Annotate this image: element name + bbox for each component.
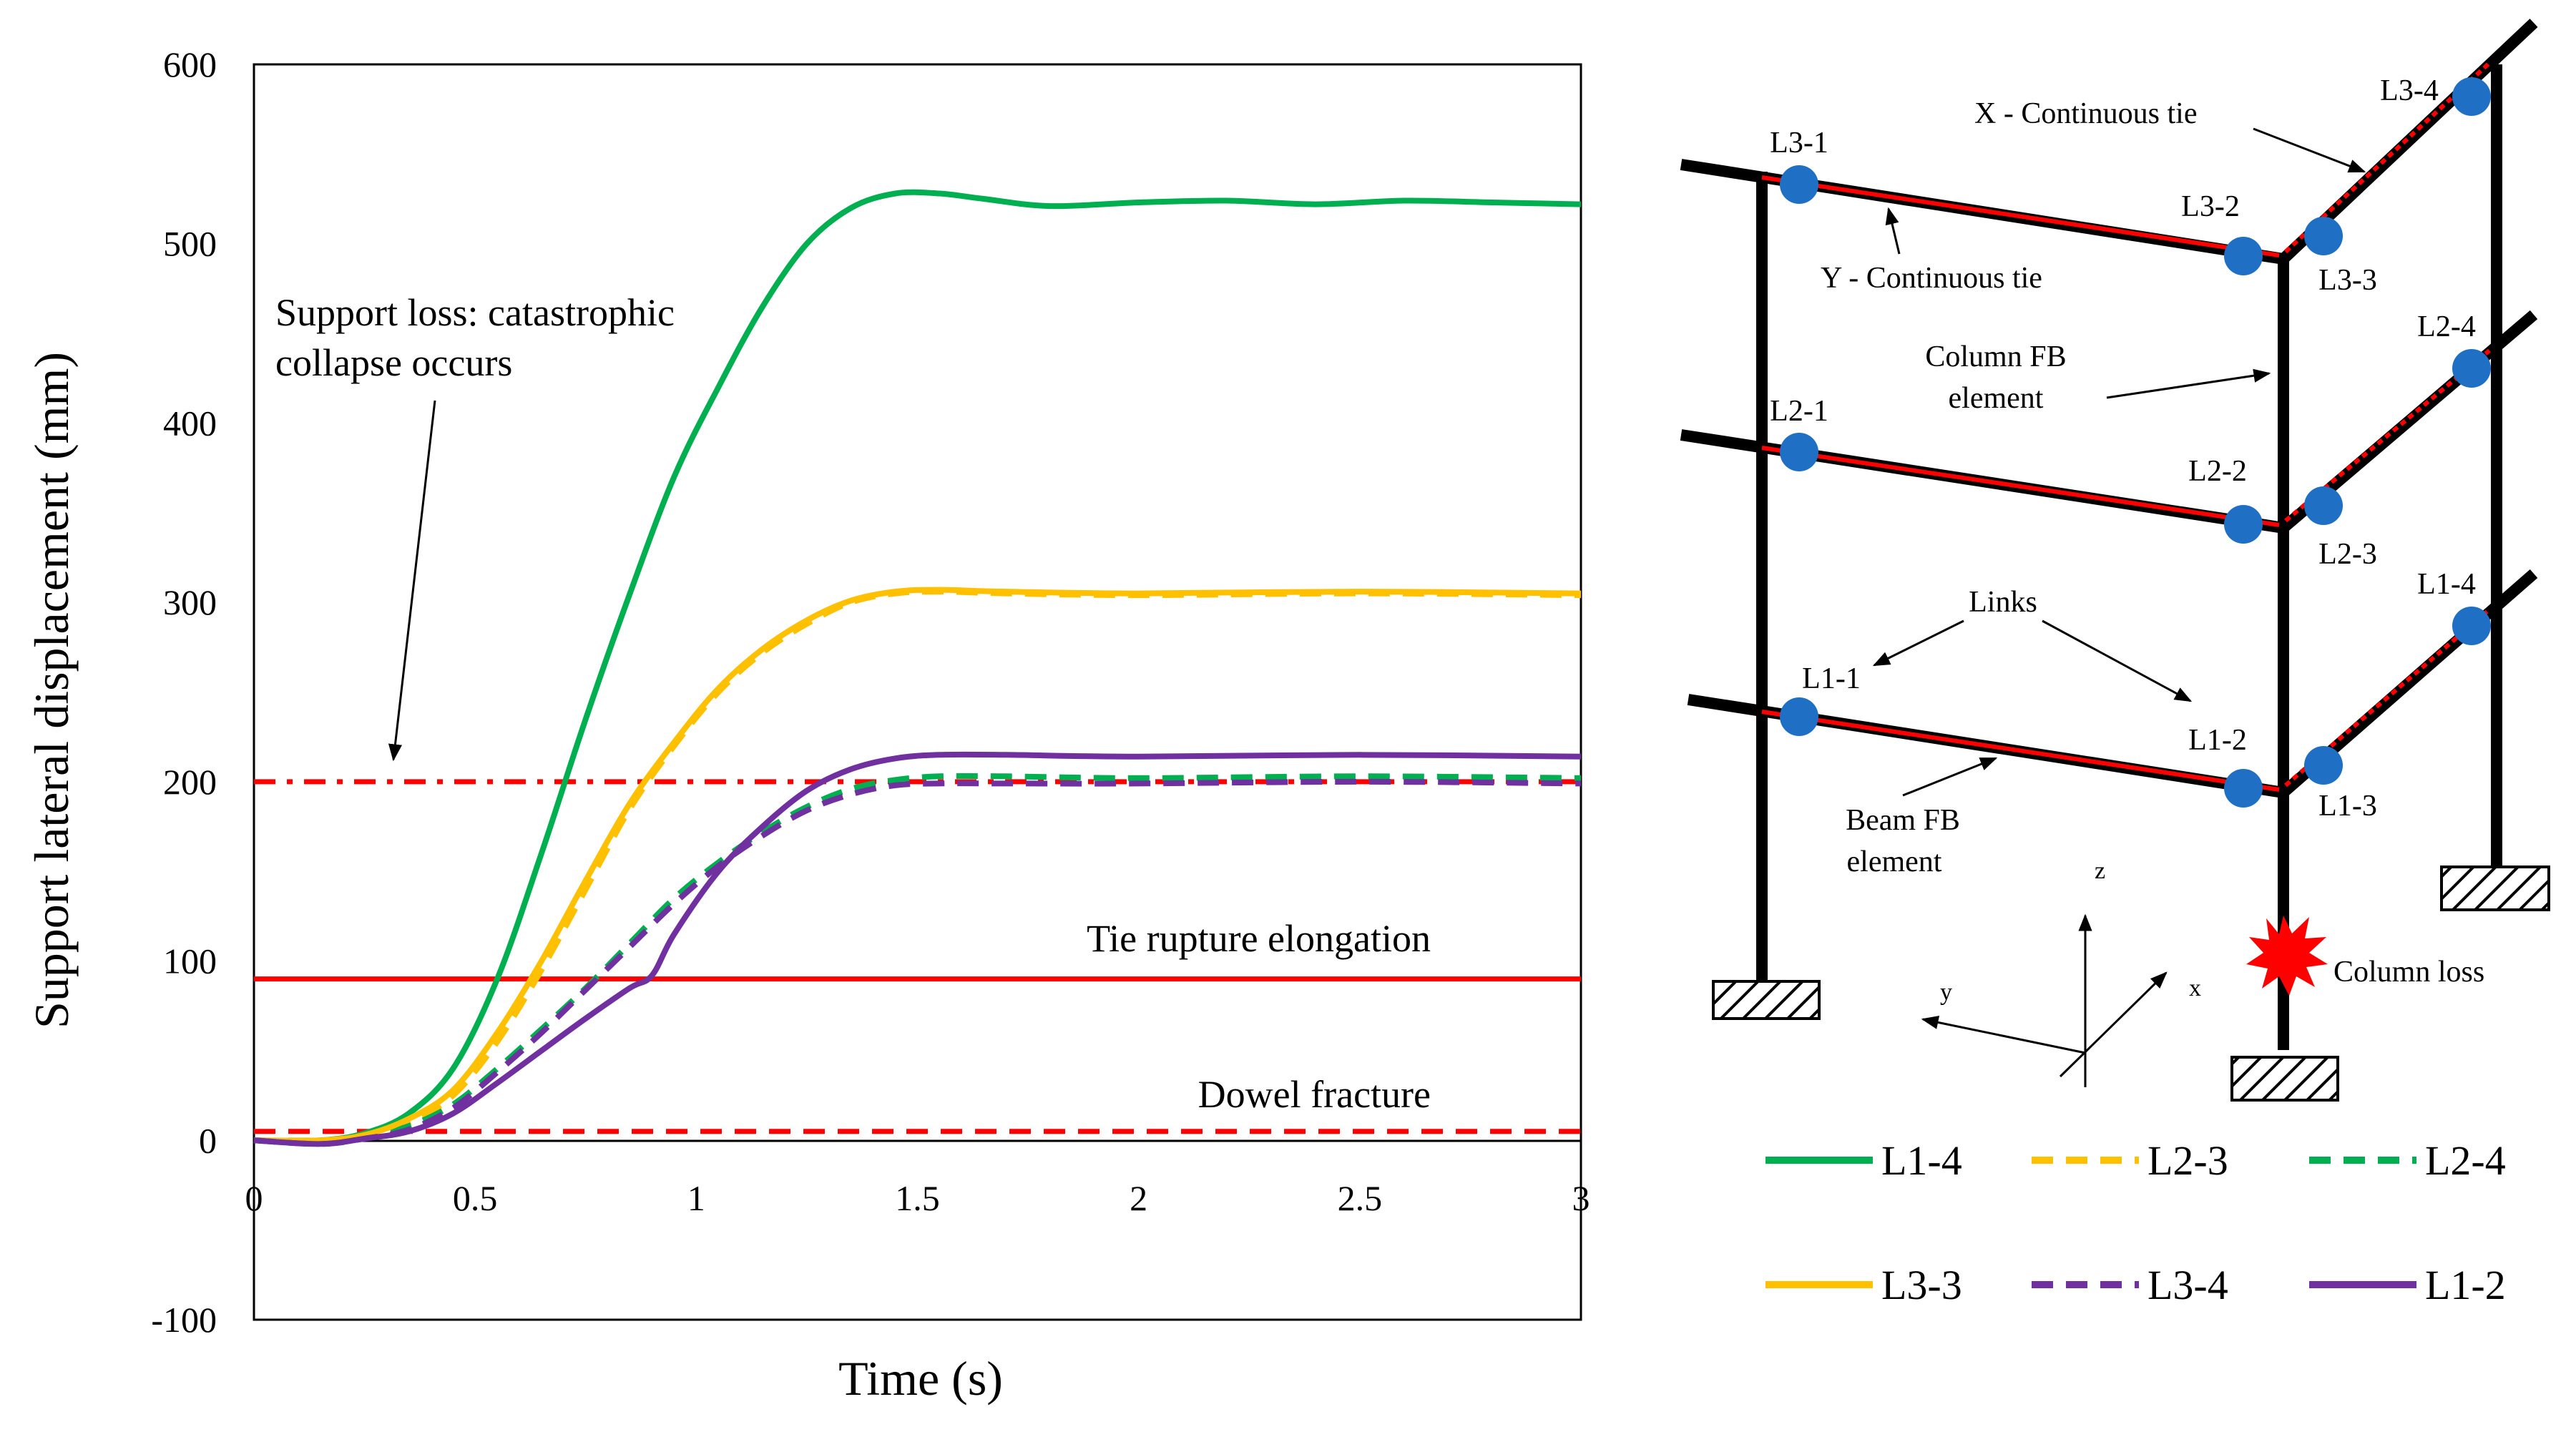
right-support xyxy=(2440,865,2550,911)
y-tie-arrow xyxy=(1885,207,1901,255)
node-L2-4 xyxy=(2452,349,2491,388)
series-line-L1-4 xyxy=(253,189,1582,1144)
tie-rupture-annotation: Tie rupture elongation xyxy=(1087,917,1431,960)
axis-x-label: x xyxy=(2189,975,2201,1001)
y-tick-label: 300 xyxy=(163,582,217,622)
left-support xyxy=(1712,980,1821,1020)
support-loss-annotation-line2: collapse occurs xyxy=(275,341,512,384)
series-line-L2-3 xyxy=(253,589,1582,1144)
column-fb-label-line2: element xyxy=(1949,382,2044,415)
x-tick-label: 0 xyxy=(245,1178,263,1218)
node-L1-4 xyxy=(2452,607,2491,645)
beam-fb-label-line2: element xyxy=(1847,845,1942,878)
y-tie-label: Y - Continuous tie xyxy=(1821,262,2042,295)
column-fb-label-line1: Column FB xyxy=(1925,340,2066,373)
node-label-L2-2: L2-2 xyxy=(2188,455,2247,488)
node-label-L2-4: L2-4 xyxy=(2417,310,2476,343)
node-L1-2 xyxy=(2224,769,2263,808)
legend-label-L2-4: L2-4 xyxy=(2425,1137,2506,1184)
y-axis-arrow xyxy=(1921,1015,2086,1054)
legend-label-L2-3: L2-3 xyxy=(2148,1137,2228,1184)
node-label-L2-1: L2-1 xyxy=(1770,395,1828,428)
node-L3-3 xyxy=(2304,217,2343,255)
links-arrow-right xyxy=(2042,619,2193,702)
plot-frame xyxy=(253,63,1582,1321)
node-L1-1 xyxy=(1780,697,1818,736)
y-tick-label: 400 xyxy=(163,403,217,443)
x-tie-arrow xyxy=(2253,127,2366,173)
x-axis-arrow xyxy=(2059,971,2168,1078)
x-tick-label: 1.5 xyxy=(895,1178,940,1218)
support-loss-annotation-line1: Support loss: catastrophic xyxy=(275,291,675,334)
y-tick-label: 500 xyxy=(163,224,217,264)
legend-label-L1-2: L1-2 xyxy=(2425,1262,2506,1308)
node-label-L1-4: L1-4 xyxy=(2417,568,2476,601)
series-line-L3-4 xyxy=(253,778,1582,1147)
node-L2-2 xyxy=(2224,505,2263,544)
y-tick-label: 600 xyxy=(163,44,217,84)
beam-fb-arrow xyxy=(1902,757,1998,797)
legend-label-L3-4: L3-4 xyxy=(2148,1262,2228,1308)
node-label-L3-4: L3-4 xyxy=(2380,74,2439,107)
legend-label-L1-4: L1-4 xyxy=(1881,1137,1962,1184)
series-line-L1-2 xyxy=(253,751,1582,1147)
beam-fb-label-line1: Beam FB xyxy=(1846,804,1960,837)
series-line-L2-4 xyxy=(253,773,1582,1144)
x-tie-label: X - Continuous tie xyxy=(1974,97,2198,130)
column-loss-star-icon xyxy=(2246,916,2328,996)
y-tick-label: 100 xyxy=(163,941,217,981)
y-tick-label: -100 xyxy=(151,1300,217,1340)
frame-diagram: L3-1 L3-2 L3-3 L3-4 L2-1 L2-2 L2-3 L2-4 … xyxy=(1680,19,2550,1102)
y-tick-label: 0 xyxy=(199,1120,217,1160)
node-label-L3-3: L3-3 xyxy=(2318,264,2377,297)
links-arrow-left xyxy=(1872,619,1964,667)
support-loss-arrow xyxy=(388,400,436,762)
links-label: Links xyxy=(1969,586,2037,619)
node-L3-2 xyxy=(2224,237,2263,275)
legend-label-L3-3: L3-3 xyxy=(1881,1262,1962,1308)
node-L3-4 xyxy=(2452,77,2491,116)
tie-y-level2 xyxy=(1761,446,2280,527)
axis-y-label: y xyxy=(1940,979,1952,1006)
column-loss-label: Column loss xyxy=(2333,956,2484,989)
node-L1-3 xyxy=(2304,746,2343,785)
node-L2-3 xyxy=(2304,486,2343,525)
x-tick-label: 1 xyxy=(687,1178,705,1218)
center-support xyxy=(2230,1056,2339,1102)
x-axis-title: Time (s) xyxy=(838,1351,1003,1406)
dowel-fracture-annotation: Dowel fracture xyxy=(1198,1073,1431,1116)
column-fb-arrow xyxy=(2106,368,2271,399)
x-tick-label: 0.5 xyxy=(453,1178,498,1218)
node-label-L1-1: L1-1 xyxy=(1802,662,1861,695)
node-label-L1-3: L1-3 xyxy=(2318,790,2377,823)
node-label-L1-2: L1-2 xyxy=(2188,724,2247,757)
x-tick-label: 2 xyxy=(1130,1178,1147,1218)
node-label-L2-3: L2-3 xyxy=(2318,538,2377,571)
x-tick-label: 3 xyxy=(1572,1178,1590,1218)
node-L3-1 xyxy=(1780,165,1818,204)
series-line-L3-3 xyxy=(253,587,1582,1144)
node-label-L3-1: L3-1 xyxy=(1770,127,1828,160)
tie-y-level3 xyxy=(1761,175,2280,258)
node-L2-1 xyxy=(1780,433,1818,471)
line-chart: -100 0 100 200 300 400 500 600 0 0.5 1 1.5 2 2.5 3 Su… xyxy=(24,44,1590,1406)
axis-z-label: z xyxy=(2095,858,2105,884)
tie-y-level1 xyxy=(1761,710,2280,792)
chart-legend: L1-4 L2-3 L2-4 L3-3 L3-4 L1-2 xyxy=(1766,1137,2506,1308)
node-label-L3-2: L3-2 xyxy=(2181,190,2240,223)
y-tick-label: 200 xyxy=(163,762,217,802)
y-axis-title: Support lateral displacement (mm) xyxy=(24,352,79,1029)
x-tick-label: 2.5 xyxy=(1338,1178,1383,1218)
